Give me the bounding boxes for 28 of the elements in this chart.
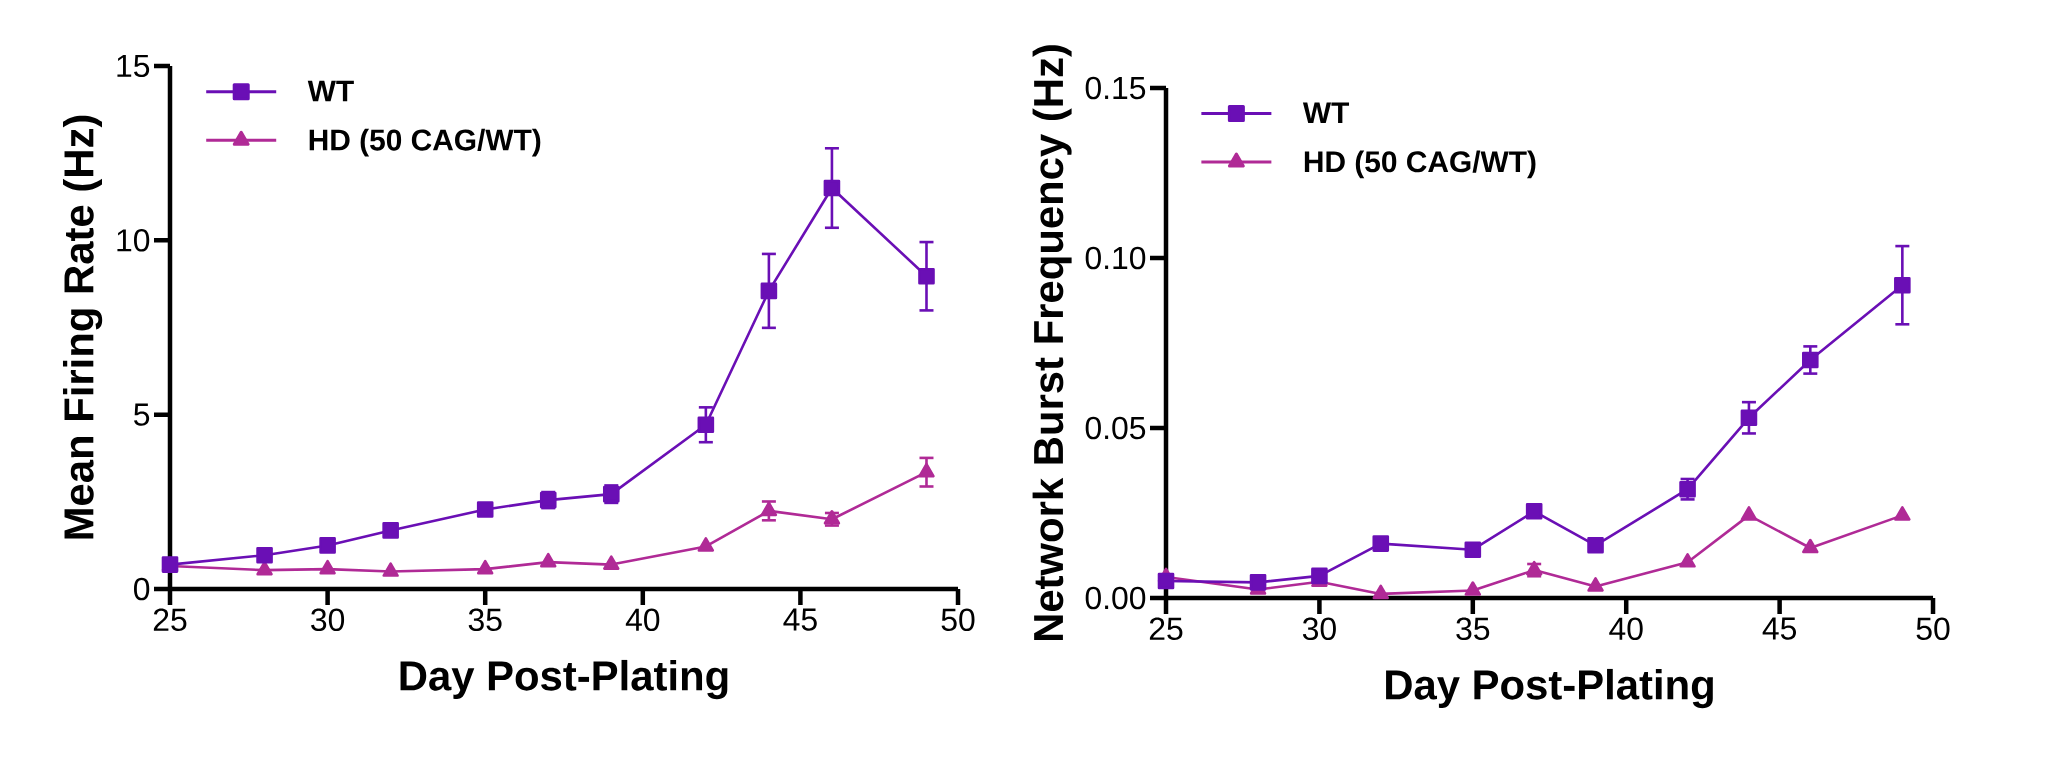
x-tick-label: 30	[311, 608, 345, 632]
legend-label: HD (50 CAG/WT)	[1304, 150, 1536, 179]
x-axis-title: Day Post-Plating	[400, 659, 728, 700]
y-tick-label: 0.05	[1085, 416, 1146, 440]
y-tick-label: 0	[134, 577, 150, 601]
y-tick-label: 0.15	[1085, 76, 1146, 100]
x-tick-label: 40	[625, 608, 660, 632]
y-tick-label: 0.00	[1085, 586, 1146, 610]
x-tick-label: 40	[1609, 617, 1643, 641]
x-tick-label: 25	[153, 608, 187, 632]
y-tick-label: 5	[134, 403, 150, 426]
x-tick-label: 25	[1149, 617, 1183, 641]
y-tick-label: 15	[117, 54, 150, 78]
legend-label: WT	[307, 80, 354, 102]
x-axis-title: Day Post-Plating	[1386, 668, 1713, 709]
x-tick-label: 50	[1916, 617, 1950, 641]
x-tick-label: 35	[1456, 617, 1490, 641]
y-axis-title: Network Burst Frequency (Hz)	[1032, 45, 1072, 641]
y-tick-label: 10	[117, 229, 150, 252]
x-tick-label: 45	[1762, 617, 1797, 640]
legend-label: HD (50 CAG/WT)	[309, 128, 541, 157]
x-tick-label: 30	[1302, 617, 1336, 641]
x-tick-label: 45	[783, 608, 817, 631]
x-tick-label: 50	[941, 608, 975, 632]
x-tick-label: 35	[468, 608, 502, 632]
y-tick-label: 0.10	[1085, 246, 1146, 270]
legend-label: WT	[1302, 102, 1350, 123]
y-axis-title: Mean Firing Rate (Hz)	[62, 115, 103, 539]
